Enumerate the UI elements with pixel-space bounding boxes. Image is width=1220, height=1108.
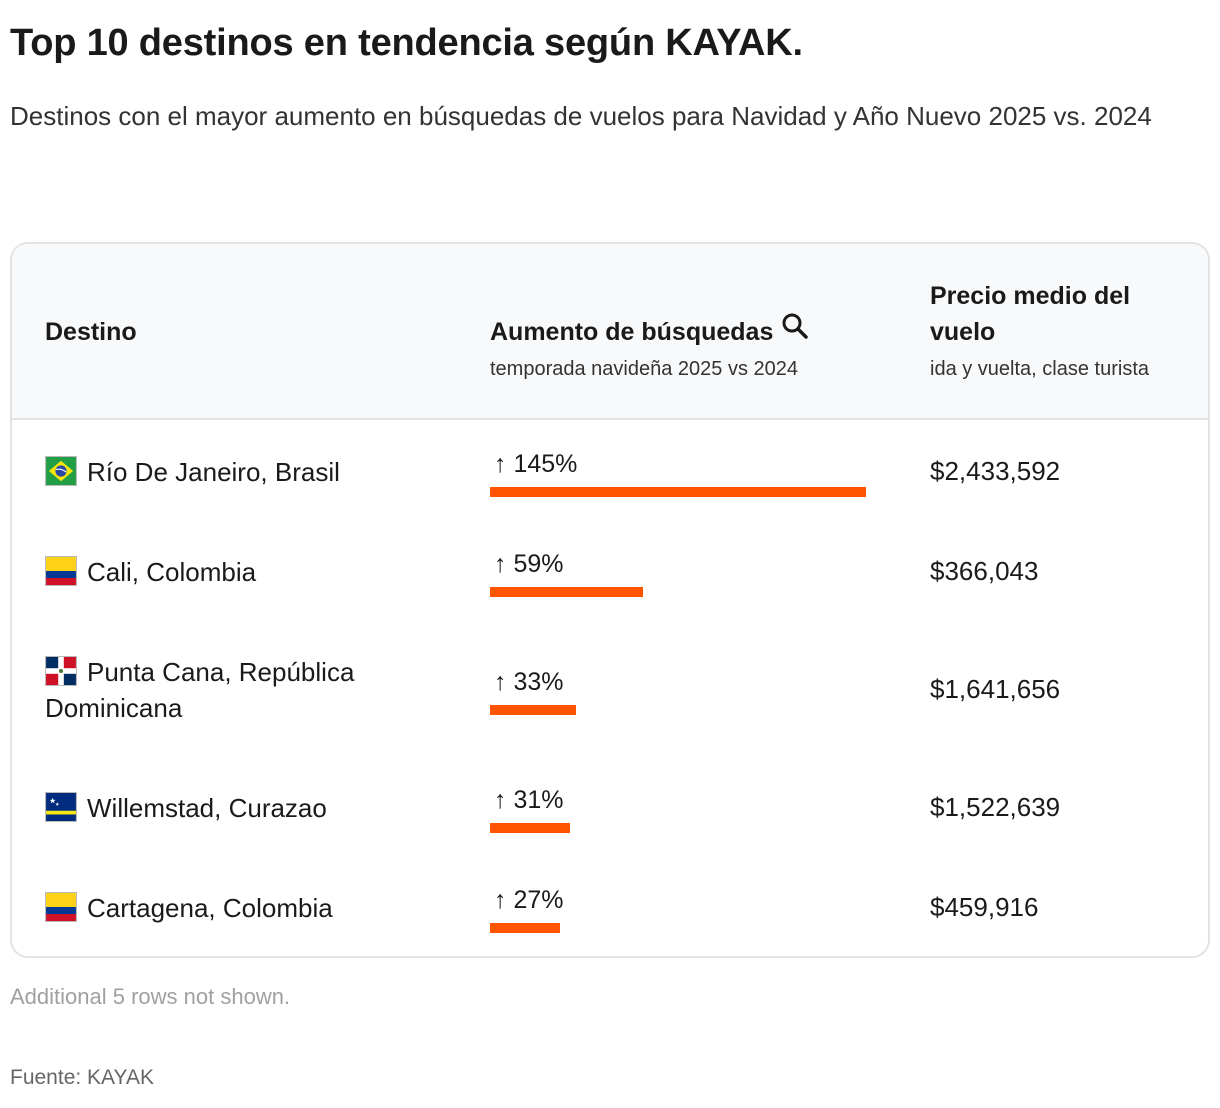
brazil-flag-icon: [45, 456, 77, 486]
destination-name: Willemstad, Curazao: [87, 793, 327, 823]
rows-not-shown-note: Additional 5 rows not shown.: [10, 984, 291, 1009]
increase-label: ↑ 33%: [494, 668, 564, 696]
dominican-republic-flag-icon: [45, 656, 77, 686]
increase-label: ↑ 145%: [494, 450, 578, 478]
price-cell: $366,043: [930, 556, 1039, 586]
destination-cell: Río De Janeiro, Brasil: [45, 454, 425, 490]
table-header: Destino Aumento de búsquedas temporada n…: [12, 244, 1208, 420]
destination-name: Río De Janeiro, Brasil: [87, 457, 340, 487]
destination-cell: Cali, Colombia: [45, 554, 425, 590]
data-table: Destino Aumento de búsquedas temporada n…: [10, 242, 1210, 958]
chart-subtitle: Destinos con el mayor aumento en búsqued…: [10, 101, 1152, 131]
search-icon: [781, 312, 809, 350]
chart-title: Top 10 destinos en tendencia según KAYAK…: [10, 22, 803, 64]
header-aumento-sub: temporada navideña 2025 vs 2024: [490, 358, 799, 380]
destination-cell: Punta Cana, República Dominicana: [45, 654, 425, 726]
destination-cell: Cartagena, Colombia: [45, 890, 425, 926]
source-label: Fuente: KAYAK: [10, 1066, 154, 1089]
header-destino: Destino: [45, 318, 137, 346]
destination-name: Punta Cana, República Dominicana: [45, 657, 355, 723]
increase-bar: [490, 487, 866, 497]
curacao-flag-icon: [45, 792, 77, 822]
increase-bar: [490, 587, 643, 597]
header-precio-sub: ida y vuelta, clase turista: [930, 358, 1149, 380]
increase-bar: [490, 705, 576, 715]
destination-name: Cali, Colombia: [87, 557, 257, 587]
destination-cell: Willemstad, Curazao: [45, 790, 425, 826]
price-cell: $2,433,592: [930, 456, 1061, 486]
increase-label: ↑ 27%: [494, 886, 564, 914]
destination-name: Cartagena, Colombia: [87, 893, 333, 923]
increase-bar: [490, 823, 570, 833]
colombia-flag-icon: [45, 556, 77, 586]
price-cell: $1,522,639: [930, 792, 1061, 822]
header-aumento-label: Aumento de búsquedas: [490, 318, 774, 346]
header-aumento: Aumento de búsquedas: [490, 312, 809, 350]
increase-label: ↑ 59%: [494, 550, 564, 578]
increase-bar: [490, 923, 560, 933]
price-cell: $459,916: [930, 892, 1039, 922]
colombia-flag-icon: [45, 892, 77, 922]
increase-label: ↑ 31%: [494, 786, 564, 814]
header-precio: Precio medio del vuelo: [930, 282, 1131, 346]
price-cell: $1,641,656: [930, 674, 1061, 704]
